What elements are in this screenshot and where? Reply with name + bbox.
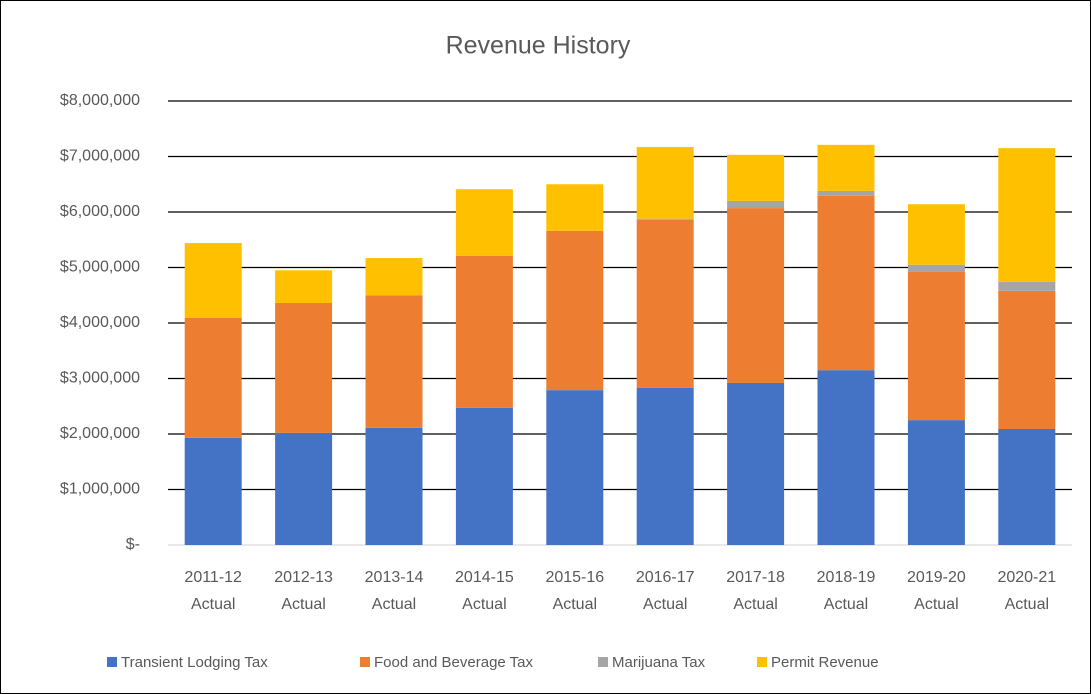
bar-segment bbox=[275, 432, 333, 545]
x-tick-label-line: Actual bbox=[372, 596, 416, 613]
bar-segment bbox=[727, 154, 785, 201]
legend-swatch bbox=[360, 657, 370, 667]
bar-segment bbox=[275, 303, 333, 433]
bar-segment bbox=[998, 281, 1056, 291]
y-tick-label: $7,000,000 bbox=[60, 148, 140, 165]
bar-segment bbox=[275, 270, 333, 304]
x-tick-label: 2015-16 Actual bbox=[545, 569, 604, 613]
legend-label: Permit Revenue bbox=[771, 654, 879, 671]
bar-segment bbox=[817, 195, 875, 371]
x-tick-label-line: 2018-19 bbox=[817, 569, 876, 586]
legend-swatch bbox=[107, 657, 117, 667]
y-tick-label: $3,000,000 bbox=[60, 370, 140, 387]
legend-label: Marijuana Tax bbox=[612, 654, 706, 671]
y-tick-label: $1,000,000 bbox=[60, 481, 140, 498]
bar-segment bbox=[817, 144, 875, 191]
bar-segment bbox=[727, 382, 785, 545]
bar-segment bbox=[546, 184, 604, 231]
x-tick-label-line: 2013-14 bbox=[365, 569, 424, 586]
bar-segment bbox=[365, 295, 423, 428]
x-tick-label-line: Actual bbox=[824, 596, 868, 613]
x-tick-label-line: 2017-18 bbox=[726, 569, 785, 586]
bar-segment bbox=[184, 243, 242, 319]
bar-segment bbox=[727, 208, 785, 383]
legend-label: Transient Lodging Tax bbox=[121, 654, 268, 671]
bar-segment bbox=[455, 189, 513, 256]
bar-segment bbox=[365, 427, 423, 545]
bar-segment bbox=[184, 318, 242, 438]
x-tick-label: 2014-15 Actual bbox=[455, 569, 514, 613]
x-tick-label: 2017-18 Actual bbox=[726, 569, 785, 613]
x-tick-label: 2013-14 Actual bbox=[365, 569, 424, 613]
x-tick-label-line: 2012-13 bbox=[274, 569, 333, 586]
x-tick-label-line: Actual bbox=[281, 596, 325, 613]
bar-segment bbox=[907, 420, 965, 545]
x-tick-label: 2018-19 Actual bbox=[817, 569, 876, 613]
x-tick-label-line: Actual bbox=[462, 596, 506, 613]
bar-segment bbox=[998, 429, 1056, 545]
x-tick-label: 2012-13 Actual bbox=[274, 569, 333, 613]
bar-segment bbox=[365, 258, 423, 296]
bar-segment bbox=[817, 370, 875, 545]
bar-segment bbox=[184, 437, 242, 545]
x-tick-label-line: 2020-21 bbox=[997, 569, 1056, 586]
y-tick-label: $6,000,000 bbox=[60, 203, 140, 220]
x-tick-label-line: Actual bbox=[733, 596, 777, 613]
bar-segment bbox=[998, 290, 1056, 430]
bar-segment bbox=[636, 219, 694, 388]
x-tick-label-line: 2011-12 bbox=[184, 569, 242, 586]
x-tick-label-line: Actual bbox=[914, 596, 958, 613]
x-tick-label: 2016-17 Actual bbox=[636, 569, 695, 613]
bar-segment bbox=[546, 390, 604, 545]
x-tick-label-line: 2016-17 bbox=[636, 569, 695, 586]
x-tick-label-line: 2019-20 bbox=[907, 569, 966, 586]
x-tick-label: 2019-20 Actual bbox=[907, 569, 966, 613]
x-tick-label: 2020-21 Actual bbox=[997, 569, 1056, 613]
legend-label: Food and Beverage Tax bbox=[374, 654, 534, 671]
bar-segment bbox=[546, 230, 604, 391]
bar-segment bbox=[727, 200, 785, 209]
x-tick-label-line: 2015-16 bbox=[545, 569, 604, 586]
y-tick-label: $8,000,000 bbox=[60, 92, 140, 109]
x-tick-label-line: Actual bbox=[1005, 596, 1049, 613]
legend-swatch bbox=[598, 657, 608, 667]
bar-segment bbox=[907, 271, 965, 421]
legend-swatch bbox=[757, 657, 767, 667]
x-tick-label-line: Actual bbox=[643, 596, 687, 613]
chart-title: Revenue History bbox=[446, 32, 631, 60]
bar-segment bbox=[907, 204, 965, 265]
y-tick-label: $- bbox=[126, 536, 140, 553]
bar-segment bbox=[455, 407, 513, 545]
bar-segment bbox=[907, 264, 965, 272]
y-tick-label: $5,000,000 bbox=[60, 259, 140, 276]
bar-segment bbox=[636, 147, 694, 219]
bar-segment bbox=[455, 255, 513, 408]
bar-segment bbox=[636, 387, 694, 545]
y-tick-label: $2,000,000 bbox=[60, 425, 140, 442]
x-tick-label: 2011-12 Actual bbox=[184, 569, 242, 613]
bar-segment bbox=[998, 148, 1056, 282]
y-tick-label: $4,000,000 bbox=[60, 314, 140, 331]
bar-segment bbox=[817, 190, 875, 196]
bar-segment bbox=[636, 218, 694, 220]
x-tick-label-line: Actual bbox=[191, 596, 235, 613]
x-tick-label-line: Actual bbox=[553, 596, 597, 613]
x-tick-label-line: 2014-15 bbox=[455, 569, 514, 586]
